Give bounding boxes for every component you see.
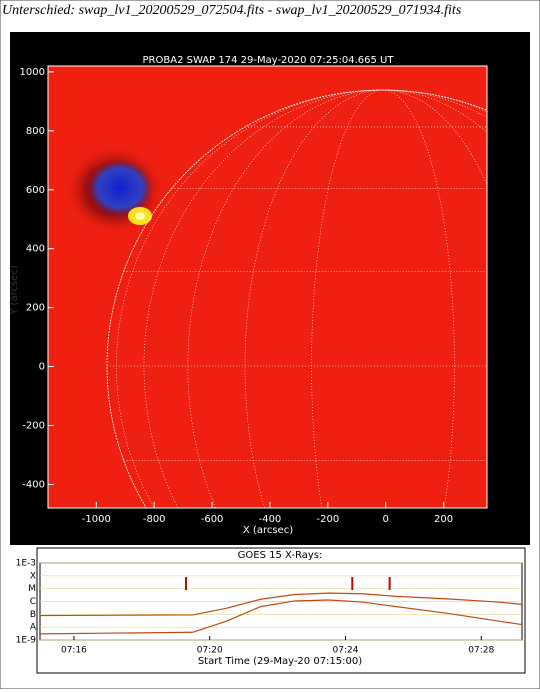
- image-background: [48, 66, 487, 508]
- y-tick-label: C: [30, 597, 36, 607]
- image-frame: [47, 65, 488, 509]
- goes-curve: [39, 599, 523, 635]
- goes-x-label: Start Time (29-May-20 07:15:00): [198, 656, 362, 667]
- x-tick-label: 200: [434, 514, 453, 525]
- x-tick-label: -400: [259, 514, 282, 525]
- x-tick-label: -1000: [82, 514, 111, 525]
- x-tick-label: 07:20: [197, 646, 223, 656]
- y-tick-label: -200: [22, 420, 45, 431]
- y-tick-label: 200: [26, 303, 45, 314]
- y-tick-label: 800: [26, 126, 45, 137]
- y-tick-label: 600: [26, 185, 45, 196]
- goes-curve: [39, 592, 523, 617]
- y-tick-label: A: [30, 623, 37, 633]
- y-axis-label: Y (arcsec): [9, 265, 20, 316]
- x-tick-label: 07:24: [333, 646, 359, 656]
- y-tick-label: B: [30, 610, 36, 620]
- y-tick-label: 0: [39, 362, 45, 373]
- x-tick-label: 07:28: [468, 646, 494, 656]
- y-tick-label: -400: [22, 479, 45, 490]
- y-tick-label: 1E-9: [16, 636, 37, 646]
- x-tick-label: 0: [383, 514, 389, 525]
- solar-image: [48, 66, 487, 508]
- x-tick-label: -800: [143, 514, 166, 525]
- window-title: Unterschied: swap_lv1_20200529_072504.fi…: [2, 3, 462, 18]
- image-title: PROBA2 SWAP 174 29-May-2020 07:25:04.665…: [143, 55, 395, 66]
- goes-title: GOES 15 X-Rays:: [238, 550, 323, 561]
- x-tick-label: -600: [201, 514, 224, 525]
- flare-core: [135, 212, 145, 220]
- y-tick-label: 400: [26, 244, 45, 255]
- y-tick-label: X: [30, 571, 36, 581]
- y-tick-label: 1E-3: [16, 559, 36, 569]
- x-tick-label: -200: [316, 514, 339, 525]
- x-axis-label: X (arcsec): [243, 525, 293, 536]
- x-tick-label: 07:16: [61, 646, 87, 656]
- y-tick-label: M: [28, 584, 36, 594]
- y-tick-label: 1000: [20, 67, 45, 78]
- dimming-region: [88, 160, 152, 216]
